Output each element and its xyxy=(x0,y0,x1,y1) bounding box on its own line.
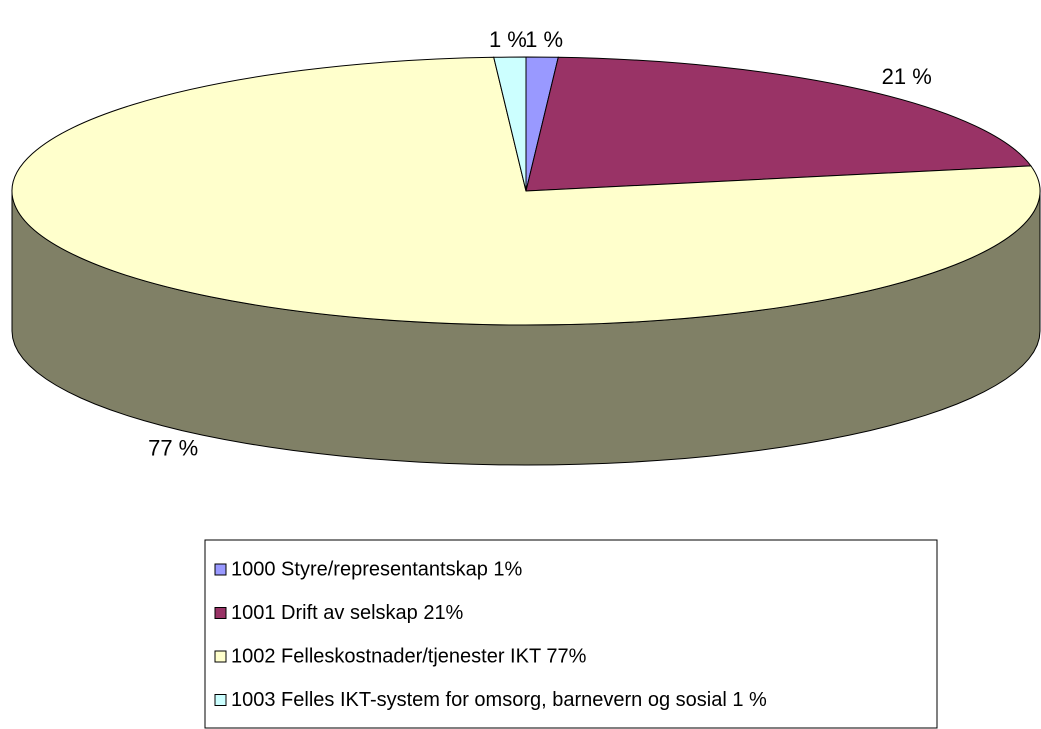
legend-label: 1003 Felles IKT-system for omsorg, barne… xyxy=(231,689,767,711)
data-label: 1 % xyxy=(489,27,527,52)
data-label: 1 % xyxy=(525,27,563,52)
legend-label: 1001 Drift av selskap 21% xyxy=(231,602,464,624)
legend-swatch xyxy=(214,694,227,706)
legend-label: 1000 Styre/representantskap 1% xyxy=(231,558,523,580)
pie-slice xyxy=(493,56,527,192)
data-label: 21 % xyxy=(882,64,932,89)
legend-swatch xyxy=(214,563,227,576)
pie-slice xyxy=(11,56,1041,326)
legend-label: 1002 Felleskostnader/tjenester IKT 77% xyxy=(231,645,587,667)
legend-swatch xyxy=(214,650,227,663)
legend-swatch xyxy=(214,607,227,619)
pie-slice xyxy=(525,56,1032,192)
data-label: 77 % xyxy=(148,435,198,460)
legend-box xyxy=(204,539,938,729)
